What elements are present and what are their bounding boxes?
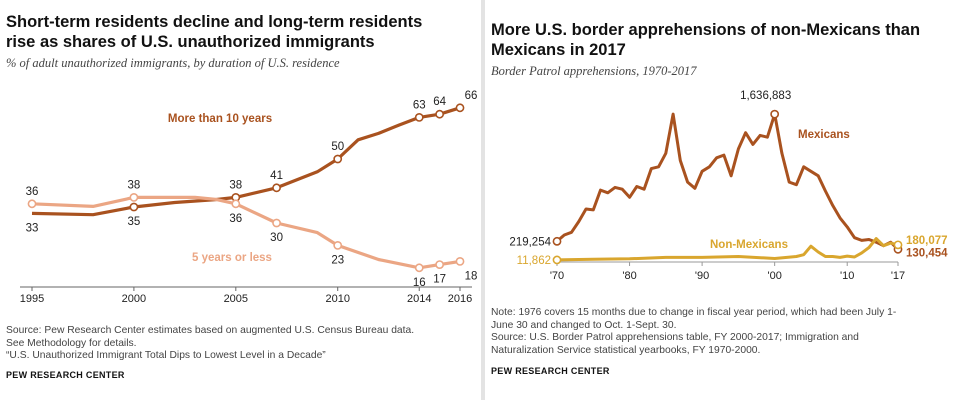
left-title-line-1: Short-term residents decline and long-te… [6,13,423,31]
right-series-non-mexicans-start-marker [552,255,562,265]
left-source-line-1: Source: Pew Research Center estimates ba… [6,325,415,336]
left-series-5-years-or-less-label-2005: 36 [229,213,242,225]
left-series-more-than-10-years-label-2010: 50 [331,141,344,153]
left-series-more-than-10-years-marker-2000 [129,202,139,212]
left-series-5-years-or-less-label-2015: 17 [433,274,446,286]
right-annotation-non-mexicans: Non-Mexicans [710,239,788,251]
right-credit: PEW RESEARCH CENTER [491,366,610,376]
right-x-tick-label-2010: '10 [840,270,854,282]
right-non-mexicans-end-label: 180,077 [906,235,948,247]
left-series-more-than-10-years-line [31,106,461,217]
left-chart-subtitle: % of adult unauthorized immigrants, by d… [6,56,340,70]
right-note-line-1: Note: 1976 covers 15 months due to chang… [491,307,897,318]
left-x-tick-label-2014: 2014 [407,293,431,305]
left-series-more-than-10-years-marker-2007 [272,183,281,193]
left-x-tick-label-2000: 2000 [122,293,146,305]
right-title-line-1: More U.S. border apprehensions of non-Me… [491,21,921,39]
left-series-more-than-10-years-label-1995: 33 [26,222,39,234]
left-annotation-short-term: 5 years or less [192,252,272,264]
left-series-more-than-10-years-label-2005: 38 [229,179,242,191]
left-series-5-years-or-less-label-2007: 30 [270,232,283,244]
right-series-non-mexicans-end-marker [893,240,903,250]
left-annotation-long-term: More than 10 years [168,113,272,125]
right-mexicans-peak-label: 1,636,883 [740,90,791,102]
right-series-non-mexicans-line [556,237,899,262]
left-chart-title: Short-term residents decline and long-te… [6,12,481,52]
right-chart-subtitle: Border Patrol apprehensions, 1970-2017 [491,64,697,78]
left-x-tick-label-2016: 2016 [448,293,472,305]
right-source-note: Note: 1976 covers 15 months due to chang… [491,307,896,357]
left-series-more-than-10-years-marker-2010 [333,154,343,164]
panel-divider [481,0,485,400]
left-series-5-years-or-less-marker-2007 [272,218,281,228]
right-note-line-2: June 30 and changed to Oct. 1-Sept. 30. [491,319,677,331]
right-mexicans-start-label: 219,254 [509,236,551,248]
left-series-more-than-10-years-label-2015: 64 [433,96,446,108]
left-source-note: Source: Pew Research Center estimates ba… [6,325,414,363]
left-credit: PEW RESEARCH CENTER [6,370,125,380]
right-x-tick-label-1970: '70 [550,270,564,282]
left-series-more-than-10-years-marker-2015 [435,109,445,119]
left-series-5-years-or-less-marker-2000 [129,192,139,202]
left-series-5-years-or-less-marker-2016 [455,256,465,266]
right-note-line-3: Source: U.S. Border Patrol apprehensions… [491,332,859,344]
left-series-5-years-or-less-marker-2015 [435,260,445,269]
left-series-5-years-or-less-label-2010: 23 [331,254,344,266]
left-series-5-years-or-less-label-2014: 16 [413,277,426,289]
left-series-more-than-10-years-marker-2014 [414,113,424,122]
left-series-5-years-or-less-marker-2005 [231,199,241,209]
left-title-line-2: rise as shares of U.S. unauthorized immi… [6,33,375,51]
right-x-tick-label-2017: '17 [891,270,905,282]
right-title-line-2: Mexicans in 2017 [491,41,626,59]
right-mexicans-peak-marker [770,109,780,119]
left-x-tick-label-2005: 2005 [224,293,248,305]
right-mexicans-end-label: 130,454 [906,247,948,259]
right-note-line-4: Naturalization Service statistical yearb… [491,344,761,356]
left-panel: Short-term residents decline and long-te… [6,12,481,380]
left-series-more-than-10-years-label-2016: 66 [465,90,478,102]
right-chart-title: More U.S. border apprehensions of non-Me… [491,20,956,60]
right-annotation-mexicans: Mexicans [798,129,850,141]
right-series-mexicans-start-marker [552,236,562,246]
left-series-5-years-or-less-label-2016: 18 [465,270,478,282]
left-chart-svg: 1995 2000 2005 2010 2014 2016 33 35 38 41 50 63 64 66… [20,90,478,305]
right-non-mexicans-start-label: 11,862 [517,255,551,267]
left-series-5-years-or-less-label-2000: 38 [128,179,141,191]
left-series-5-years-or-less-marker-1995 [27,199,37,209]
left-series-more-than-10-years-marker-2016 [455,103,465,113]
left-source-line-3: “U.S. Unauthorized Immigrant Total Dips … [6,350,326,362]
left-series-more-than-10-years-label-2000: 35 [128,216,141,228]
left-source-line-2: See Methodology for details. [6,337,137,349]
left-series-more-than-10-years-label-2014: 63 [413,99,426,111]
left-x-tick-label-2010: 2010 [325,293,349,305]
right-series-mexicans-line [556,112,900,251]
left-x-tick-label-1995: 1995 [20,293,44,305]
left-series-more-than-10-years-label-2007: 41 [270,170,283,182]
right-panel: More U.S. border apprehensions of non-Me… [485,0,960,400]
left-series-5-years-or-less-marker-2014 [414,263,424,273]
right-x-tick-label-1990: '90 [695,270,709,282]
left-series-5-years-or-less-marker-2010 [333,240,343,250]
right-x-tick-label-1980: '80 [622,270,636,282]
right-x-tick-label-2000: '00 [767,270,781,282]
right-chart-svg: '70 '80 '90 '00 '10 '17 1,636,883 219,254 11,862… [509,90,948,282]
left-series-5-years-or-less-label-1995: 36 [26,186,39,198]
